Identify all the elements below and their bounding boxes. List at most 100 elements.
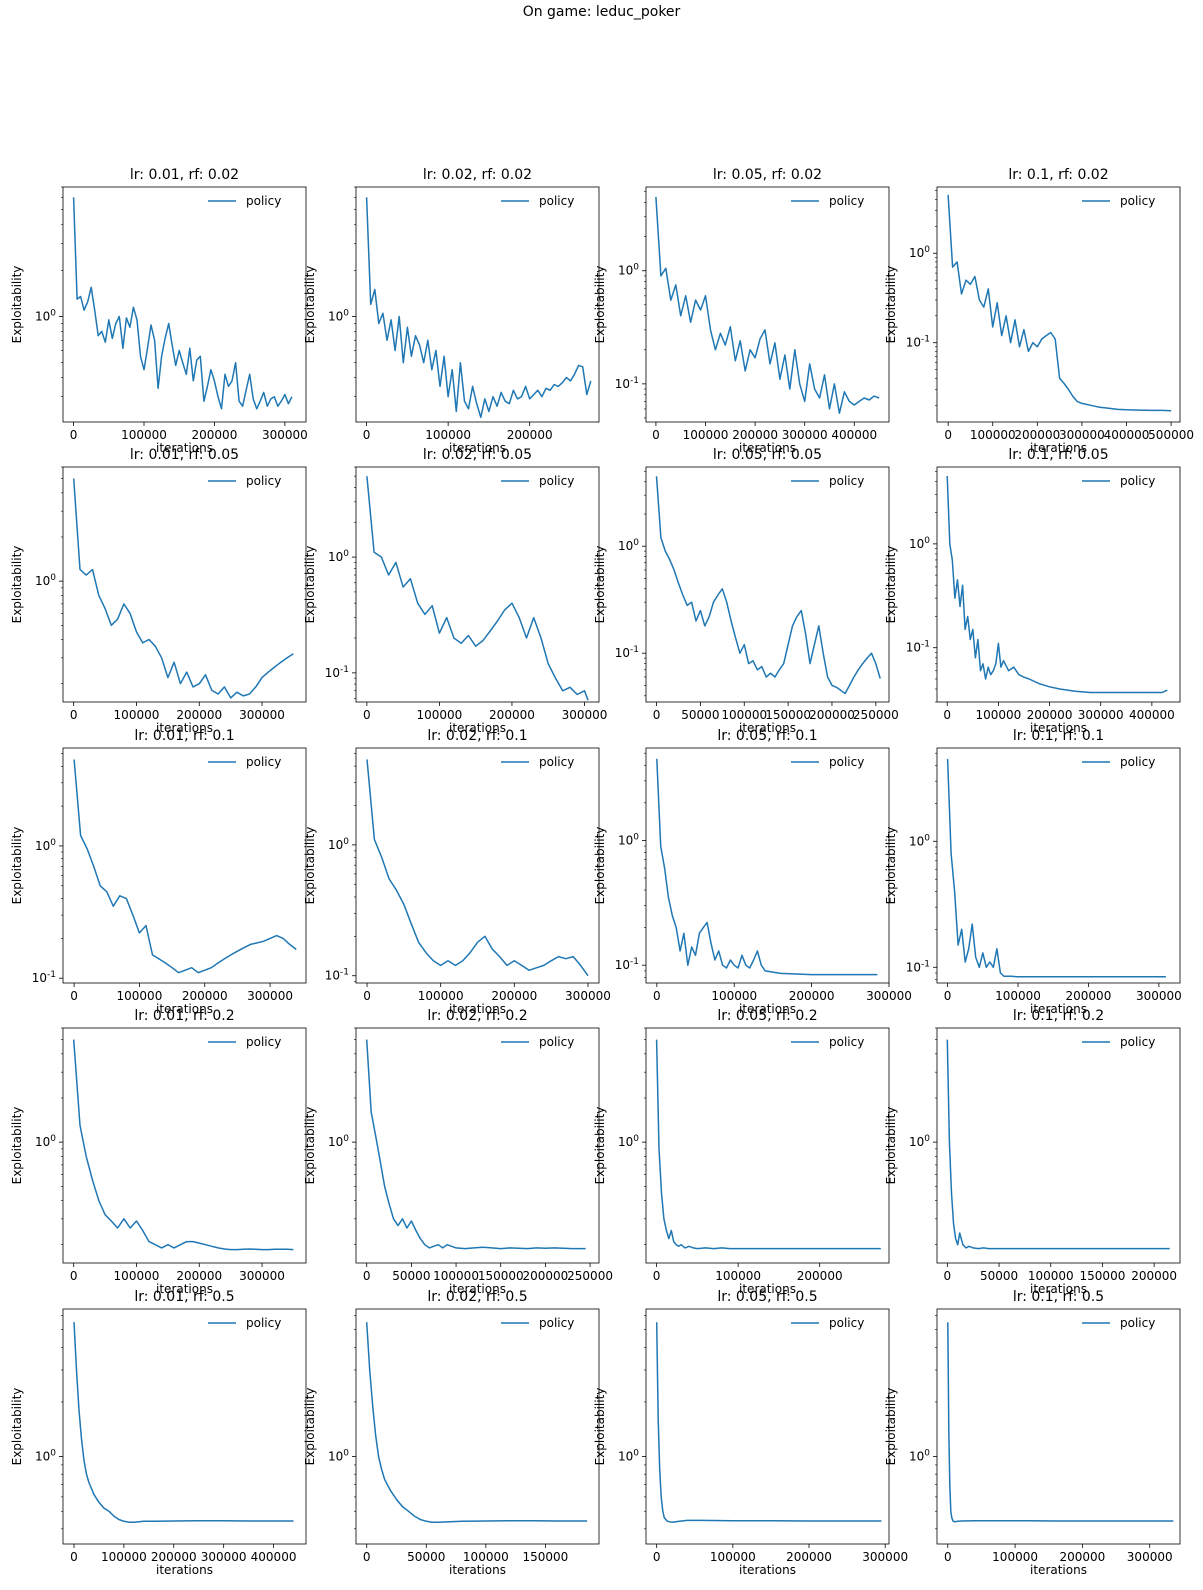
y-tick-label: 100 [35,309,56,324]
x-tick-label: 200000 [786,1550,832,1564]
y-axis-label: Exploitability [10,827,24,905]
legend-label-policy: policy [539,1316,574,1330]
subplot-17: lr: 0.01, rf: 0.5 100 0 100000 200000 300000 4… [10,1289,307,1577]
figure-suptitle: On game: leduc_poker [522,4,681,20]
series-line-policy [946,1039,1170,1250]
x-tick-label: 100000 [101,1550,147,1564]
x-tick-label: 300000 [1059,428,1105,442]
y-tick-label: 100 [909,1134,930,1149]
x-tick-label: 100000 [418,989,464,1003]
subplot-title: lr: 0.05, rf: 0.05 [713,447,822,463]
plot-frame [355,466,600,703]
y-axis-label: Exploitability [303,827,317,905]
series-line-policy [72,478,294,699]
y-tick-label: 100 [909,536,930,551]
x-tick-label: 300000 [247,989,293,1003]
legend-label-policy: policy [246,755,281,769]
y-tick-label: 100 [328,309,349,324]
plot-frame [645,1308,890,1545]
x-tick-label: 100000 [1028,1269,1074,1283]
subplot-title: lr: 0.01, rf: 0.05 [130,447,239,463]
subplot-4: lr: 0.1, rf: 0.02 100 10-1 0 100000200000300… [884,167,1194,455]
x-tick-label: 100000 [711,989,757,1003]
x-tick-label: 0 [944,989,952,1003]
series-line-policy [366,759,589,977]
x-tick-label: 200000 [797,1269,843,1283]
x-tick-label: 0 [944,428,952,442]
series-line-policy [365,1039,586,1250]
x-tick-label: 0 [70,1550,78,1564]
x-tick-label: 100000 [992,1550,1038,1564]
legend-label-policy: policy [246,1316,281,1330]
y-axis-label: Exploitability [593,266,607,344]
x-tick-label: 0 [70,708,78,722]
x-tick-label: 200000 [491,989,537,1003]
subplot-13: lr: 0.01, rf: 0.2 100 0 100000 200000 300000 i… [10,1008,307,1296]
plot-frame [62,186,307,423]
subplot-12: lr: 0.1, rf: 0.1 100 10-1 0 100000 200000 3000… [884,728,1182,1016]
x-tick-label: 200000 [489,708,535,722]
y-axis-label: Exploitability [303,1388,317,1466]
y-tick-label: 100 [909,1449,930,1464]
y-tick-label: 100 [618,1134,639,1149]
x-tick-label: 0 [653,1269,661,1283]
series-line-policy [72,197,293,410]
legend-label-policy: policy [539,1035,574,1049]
y-tick-label: 100 [328,1134,349,1149]
x-tick-label: 100000 [417,708,463,722]
x-tick-label: 0 [363,989,371,1003]
plot-frame [62,747,307,984]
y-tick-label: 10-1 [615,957,639,972]
y-axis-label: Exploitability [593,546,607,624]
series-line-policy [655,196,880,414]
subplot-15: lr: 0.05, rf: 0.2 100 0 100000 200000iterati… [593,1008,890,1296]
x-tick-label: 100000 [970,428,1016,442]
x-tick-label: 300000 [862,1550,908,1564]
plot-frame [645,466,890,703]
series-line-policy [946,758,1166,978]
x-tick-label: 200000 [732,428,778,442]
x-tick-label: 0 [944,1550,952,1564]
x-axis-label: iterations [1030,441,1087,455]
x-axis-label: iterations [739,1002,796,1016]
legend-label-policy: policy [246,474,281,488]
subplot-5: lr: 0.01, rf: 0.05 100 0 100000 200000 300000… [10,447,307,735]
x-tick-label: 150000 [522,1550,568,1564]
x-tick-label: 100000 [463,1550,509,1564]
y-tick-label: 100 [328,549,349,564]
y-tick-label: 10-1 [615,376,639,391]
series-line-policy [947,1322,1174,1523]
x-tick-label: 300000 [262,428,308,442]
legend-label-policy: policy [246,194,281,208]
x-tick-label: 100000 [710,1550,756,1564]
plot-frame [355,1308,600,1545]
x-tick-label: 100000 [715,1269,761,1283]
x-tick-label: 200000 [192,428,238,442]
x-axis-label: iterations [156,1002,213,1016]
legend-label-policy: policy [539,755,574,769]
legend-label-policy: policy [246,1035,281,1049]
subplot-title: lr: 0.02, rf: 0.1 [427,728,527,744]
y-tick-label: 10-1 [325,968,349,983]
legend-label-policy: policy [539,474,574,488]
y-tick-label: 10-1 [906,640,930,655]
x-tick-label: 500000 [1148,428,1194,442]
x-axis-label: iterations [739,721,796,735]
x-tick-label: 100000 [425,428,471,442]
subplot-3: lr: 0.05, rf: 0.02 100 10-1 0 100000 200000 30… [593,167,890,455]
subplot-title: lr: 0.01, rf: 0.2 [134,1008,234,1024]
x-tick-label: 0 [70,989,78,1003]
y-axis-label: Exploitability [593,827,607,905]
x-tick-label: 50000 [681,708,719,722]
x-tick-label: 100000 [121,428,167,442]
x-axis-label: iterations [156,1563,213,1577]
x-tick-label: 300000 [239,1269,285,1283]
x-tick-label: 300000 [565,989,611,1003]
x-tick-label: 0 [653,989,661,1003]
y-tick-label: 100 [618,832,639,847]
y-axis-label: Exploitability [10,546,24,624]
series-line-policy [73,759,297,974]
x-tick-label: 0 [653,1550,661,1564]
x-tick-label: 300000 [782,428,828,442]
